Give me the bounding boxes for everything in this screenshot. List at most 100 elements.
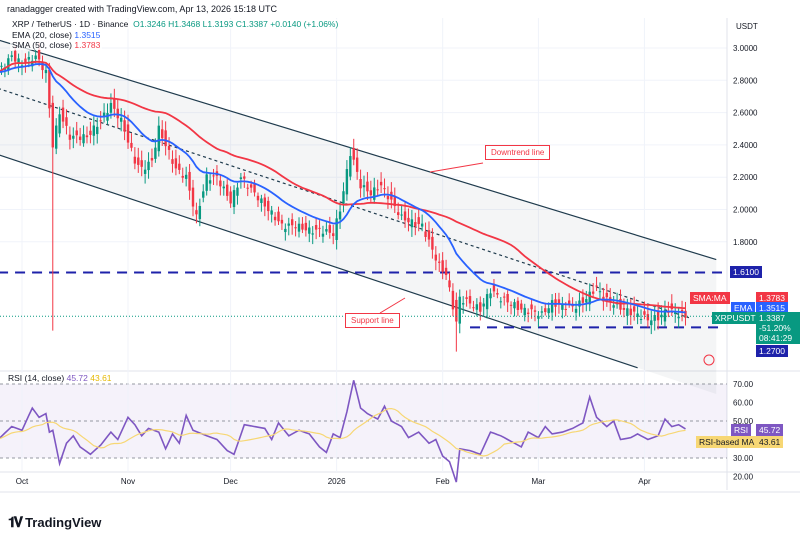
candle-body: [113, 98, 116, 109]
candle-body: [588, 291, 591, 305]
candle-body: [140, 160, 143, 167]
month-label: Dec: [224, 477, 238, 486]
candle-body: [650, 320, 653, 326]
candle-body: [465, 297, 468, 299]
candle-body: [126, 124, 130, 143]
candle-body: [379, 181, 383, 186]
candle-body: [626, 308, 629, 316]
price-tick-label: 2.2000: [733, 173, 758, 182]
candle-body: [574, 308, 578, 313]
candle-body: [205, 174, 208, 191]
candle-body: [359, 179, 362, 189]
support-annotation[interactable]: Support line: [345, 313, 400, 328]
ema-20-line: [0, 63, 686, 314]
rsi-ma-axis-name: RSI-based MA: [696, 436, 758, 448]
candle-body: [684, 310, 687, 318]
price-tick-label: 3.0000: [733, 44, 758, 53]
candle-body: [222, 186, 225, 189]
sma-legend[interactable]: SMA (50, close) 1.3783: [10, 40, 103, 50]
candle-body: [472, 307, 475, 309]
candle-body: [24, 58, 27, 64]
candle-body: [198, 205, 202, 220]
candle-body: [407, 217, 410, 223]
candle-body: [355, 157, 359, 172]
symbol-name: XRP / TetherUS · 1D · Binance: [12, 19, 129, 29]
candle-body: [526, 312, 530, 314]
ema-value: 1.3515: [74, 30, 101, 40]
candle-body: [383, 188, 386, 190]
rsi-line: [0, 380, 686, 483]
candle-body: [294, 227, 297, 229]
candle-body: [530, 304, 533, 310]
price-chart[interactable]: 3.0000 2.8000 2.6000 2.4000 2.2000 2.0000 1.80…: [0, 0, 800, 500]
rsi-label: RSI (14, close): [8, 373, 65, 383]
candle-body: [345, 169, 349, 195]
ohlc-close: C1.3387: [235, 19, 268, 29]
candle-body: [167, 146, 171, 150]
candle-body: [123, 120, 126, 132]
rsi-ma-line: [0, 407, 686, 457]
candle-body: [226, 184, 229, 196]
candle-body: [219, 180, 222, 187]
bar-countdown: 08:41:29: [759, 333, 793, 343]
candle-body: [461, 303, 465, 305]
candle-body: [13, 50, 17, 62]
candle-body: [236, 187, 239, 196]
ohlc-change: +0.0140 (+1.06%): [270, 19, 339, 29]
candle-body: [444, 267, 448, 276]
price-tick-label: 2.4000: [733, 141, 758, 150]
candle-body: [663, 310, 667, 322]
candle-body: [677, 316, 680, 319]
month-label: 2026: [328, 477, 346, 486]
candle-body: [301, 223, 304, 230]
candle-body: [513, 302, 516, 309]
candle-body: [99, 120, 102, 122]
candle-body: [451, 290, 455, 310]
candle-body: [44, 69, 48, 74]
candle-body: [61, 107, 65, 122]
candle-body: [373, 187, 376, 200]
candle-body: [561, 303, 564, 310]
candle-body: [424, 231, 427, 237]
rsi-tick-label: 20.00: [733, 473, 754, 482]
candle-body: [171, 159, 174, 164]
downtrend-annotation[interactable]: Downtrend line: [485, 145, 551, 160]
candle-body: [496, 293, 499, 295]
rsi-legend[interactable]: RSI (14, close) 45.72 43.61: [6, 373, 114, 383]
candle-body: [249, 184, 253, 188]
price-tick-label: 2.6000: [733, 109, 758, 118]
candle-body: [366, 181, 369, 192]
candle-body: [540, 311, 544, 313]
downtrend-arrow: [429, 162, 484, 173]
tradingview-logo[interactable]: 𝟏𝐕 TradingView: [8, 514, 101, 531]
candle-body: [369, 190, 373, 196]
candle-body: [308, 227, 311, 234]
symbol-legend[interactable]: XRP / TetherUS · 1D · Binance O1.3246 H1…: [10, 19, 341, 29]
candle-body: [188, 171, 191, 191]
candle-body: [184, 174, 188, 179]
candle-body: [362, 185, 366, 188]
price-change-pct: -51.20%: [759, 323, 791, 333]
candle-body: [130, 142, 133, 148]
candle-body: [523, 307, 526, 316]
candle-body: [499, 301, 502, 303]
candle-body: [314, 224, 318, 230]
month-label: Apr: [638, 477, 651, 486]
candle-body: [243, 176, 246, 179]
tv-logo-icon: 𝟏𝐕: [8, 514, 23, 530]
candle-body: [520, 303, 523, 310]
candle-body: [643, 311, 646, 315]
candle-body: [585, 299, 588, 303]
candle-body: [417, 217, 420, 225]
candle-body: [674, 312, 677, 315]
candle-body: [441, 260, 444, 272]
ema-legend[interactable]: EMA (20, close) 1.3515: [10, 30, 103, 40]
candle-body: [503, 296, 506, 298]
candle-body: [304, 222, 308, 231]
candle-body: [157, 125, 160, 152]
candle-body: [273, 216, 277, 221]
candle-body: [489, 293, 492, 299]
candle-body: [591, 291, 595, 294]
candle-body: [455, 299, 458, 322]
candle-body: [328, 225, 331, 233]
